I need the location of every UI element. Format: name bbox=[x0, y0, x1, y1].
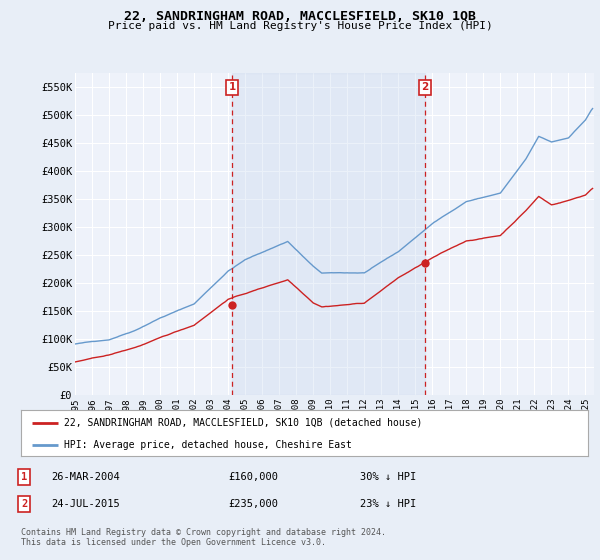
Text: HPI: Average price, detached house, Cheshire East: HPI: Average price, detached house, Ches… bbox=[64, 440, 352, 450]
Text: 24-JUL-2015: 24-JUL-2015 bbox=[51, 499, 120, 509]
Text: Contains HM Land Registry data © Crown copyright and database right 2024.
This d: Contains HM Land Registry data © Crown c… bbox=[21, 528, 386, 547]
Text: 23% ↓ HPI: 23% ↓ HPI bbox=[360, 499, 416, 509]
Text: £235,000: £235,000 bbox=[228, 499, 278, 509]
Text: 26-MAR-2004: 26-MAR-2004 bbox=[51, 472, 120, 482]
Text: 22, SANDRINGHAM ROAD, MACCLESFIELD, SK10 1QB: 22, SANDRINGHAM ROAD, MACCLESFIELD, SK10… bbox=[124, 10, 476, 23]
Text: 30% ↓ HPI: 30% ↓ HPI bbox=[360, 472, 416, 482]
Text: 2: 2 bbox=[21, 499, 27, 509]
Bar bbox=[232, 73, 425, 395]
Text: Price paid vs. HM Land Registry's House Price Index (HPI): Price paid vs. HM Land Registry's House … bbox=[107, 21, 493, 31]
Text: 1: 1 bbox=[229, 82, 236, 92]
Text: 22, SANDRINGHAM ROAD, MACCLESFIELD, SK10 1QB (detached house): 22, SANDRINGHAM ROAD, MACCLESFIELD, SK10… bbox=[64, 418, 422, 428]
Text: 1: 1 bbox=[21, 472, 27, 482]
Text: 2: 2 bbox=[421, 82, 428, 92]
Text: £160,000: £160,000 bbox=[228, 472, 278, 482]
